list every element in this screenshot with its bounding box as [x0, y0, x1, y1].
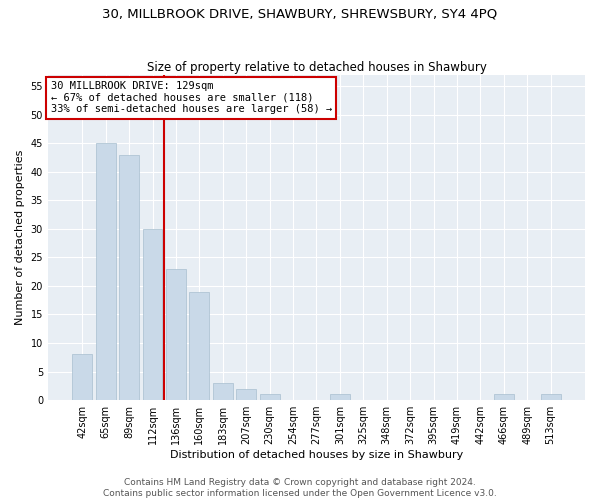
Bar — [190, 292, 209, 400]
Bar — [166, 269, 186, 400]
Bar — [96, 143, 116, 400]
X-axis label: Distribution of detached houses by size in Shawbury: Distribution of detached houses by size … — [170, 450, 463, 460]
Bar — [73, 354, 92, 400]
Text: 30 MILLBROOK DRIVE: 129sqm
← 67% of detached houses are smaller (118)
33% of sem: 30 MILLBROOK DRIVE: 129sqm ← 67% of deta… — [50, 81, 332, 114]
Title: Size of property relative to detached houses in Shawbury: Size of property relative to detached ho… — [146, 60, 487, 74]
Text: Contains HM Land Registry data © Crown copyright and database right 2024.
Contai: Contains HM Land Registry data © Crown c… — [103, 478, 497, 498]
Y-axis label: Number of detached properties: Number of detached properties — [15, 150, 25, 325]
Bar — [260, 394, 280, 400]
Bar — [236, 388, 256, 400]
Bar — [541, 394, 560, 400]
Text: 30, MILLBROOK DRIVE, SHAWBURY, SHREWSBURY, SY4 4PQ: 30, MILLBROOK DRIVE, SHAWBURY, SHREWSBUR… — [103, 8, 497, 20]
Bar — [213, 383, 233, 400]
Bar — [494, 394, 514, 400]
Bar — [143, 229, 163, 400]
Bar — [119, 154, 139, 400]
Bar — [330, 394, 350, 400]
